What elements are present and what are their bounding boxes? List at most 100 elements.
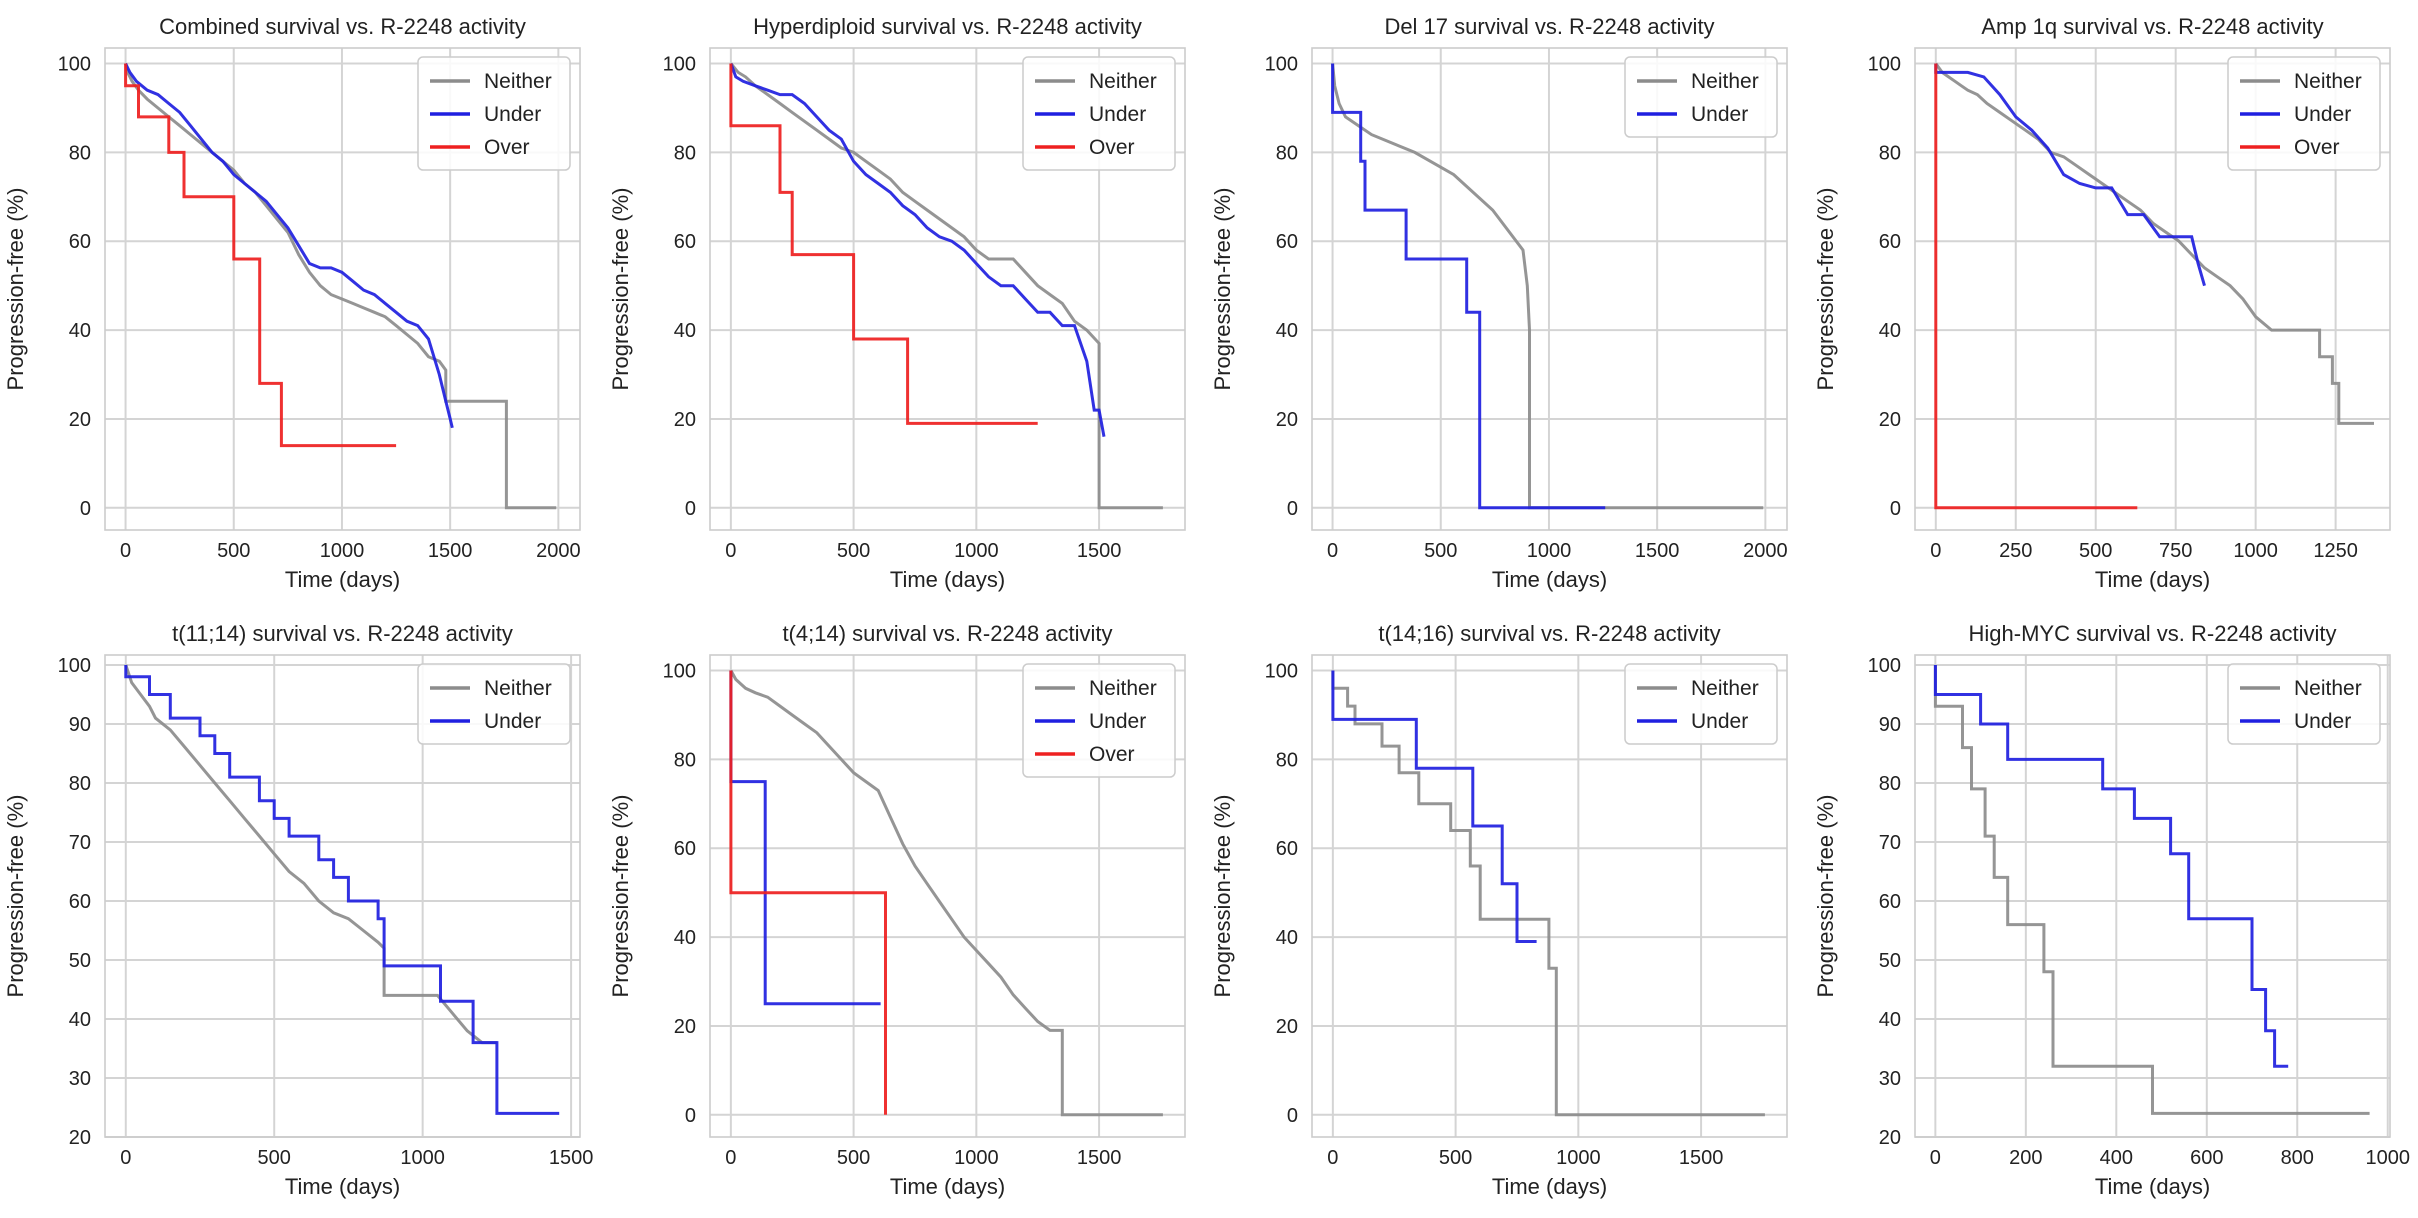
y-tick-label: 90: [1879, 714, 1901, 736]
x-tick-label: 1500: [1679, 1147, 1724, 1169]
y-tick-label: 30: [1879, 1068, 1901, 1090]
y-tick-label: 20: [1276, 1016, 1298, 1038]
x-tick-label: 0: [1930, 540, 1941, 562]
y-tick-label: 40: [69, 1009, 91, 1031]
y-tick-label: 0: [80, 498, 91, 520]
x-tick-label: 1000: [954, 1147, 999, 1169]
y-tick-label: 100: [1868, 655, 1901, 677]
y-tick-label: 40: [1276, 320, 1298, 342]
y-tick-label: 30: [69, 1068, 91, 1090]
x-tick-label: 800: [2281, 1147, 2314, 1169]
series-line-under: [1331, 63, 1606, 510]
series-line-neither: [1933, 665, 2370, 1115]
legend-box: [2227, 56, 2381, 171]
legend-label: Under: [484, 710, 541, 733]
y-tick-label: 80: [69, 773, 91, 795]
chart-1: 0 500 1000 1500 0 20 40 60 80 100 Hyperdiploid sur…: [608, 14, 1186, 592]
x-axis-label: Time (days): [890, 1174, 1005, 1199]
y-tick-label: 0: [1287, 1105, 1298, 1127]
x-tick-label: 1500: [549, 1147, 594, 1169]
y-tick-label: 20: [674, 409, 696, 431]
legend-label: Under: [484, 103, 541, 126]
y-tick-label: 100: [58, 655, 91, 677]
x-tick-label: 1250: [2313, 540, 2358, 562]
plot-frame: [1914, 654, 2391, 1138]
y-tick-label: 70: [1879, 832, 1901, 854]
series-line-under: [1331, 670, 1537, 943]
legend-label: Neither: [2294, 70, 2362, 93]
y-tick-label: 70: [69, 832, 91, 854]
series-line-under: [1933, 665, 2289, 1068]
y-axis-label: Progression-free (%): [608, 188, 633, 391]
plot-frame: [709, 47, 1186, 531]
y-axis-label: Progression-free (%): [3, 795, 28, 998]
legend-label: Neither: [1089, 677, 1157, 700]
legend-label: Neither: [1089, 70, 1157, 93]
x-tick-label: 2000: [1743, 540, 1788, 562]
y-tick-label: 60: [1276, 231, 1298, 253]
x-axis-label: Time (days): [2095, 1174, 2210, 1199]
y-tick-label: 20: [1879, 1127, 1901, 1149]
x-tick-label: 400: [2100, 1147, 2133, 1169]
y-axis-label: Progression-free (%): [608, 795, 633, 998]
y-tick-label: 0: [1890, 498, 1901, 520]
y-tick-label: 100: [663, 54, 696, 76]
x-tick-label: 1000: [2233, 540, 2278, 562]
chart-title: t(14;16) survival vs. R-2248 activity: [1378, 621, 1720, 646]
x-tick-label: 500: [258, 1147, 291, 1169]
chart-7: 0 200 400 600 800 1000 20 30 40 50 60 70 80 90 100 High…: [1813, 621, 2410, 1199]
y-axis-label: Progression-free (%): [3, 188, 28, 391]
legend: Neither Under Over: [2227, 56, 2381, 171]
y-tick-label: 80: [1276, 749, 1298, 771]
chart-6: 0 500 1000 1500 0 20 40 60 80 100 t(14;16) surviva…: [1210, 621, 1788, 1199]
y-tick-label: 20: [1879, 409, 1901, 431]
y-tick-label: 40: [1879, 1009, 1901, 1031]
x-tick-label: 1500: [1635, 540, 1680, 562]
chart-title: Combined survival vs. R-2248 activity: [159, 14, 526, 39]
x-tick-label: 0: [725, 1147, 736, 1169]
x-axis-label: Time (days): [1492, 1174, 1607, 1199]
plot-frame: [104, 654, 581, 1138]
x-tick-label: 500: [1439, 1147, 1472, 1169]
y-tick-label: 100: [1265, 54, 1298, 76]
y-tick-label: 80: [69, 142, 91, 164]
legend-label: Under: [1691, 710, 1748, 733]
x-tick-label: 500: [837, 1147, 870, 1169]
series-line-neither: [124, 664, 497, 1045]
y-tick-label: 50: [1879, 950, 1901, 972]
y-tick-label: 80: [674, 749, 696, 771]
legend: Neither Under: [2227, 663, 2381, 745]
y-tick-label: 100: [1868, 54, 1901, 76]
plot-frame: [1311, 47, 1788, 531]
series-line-over: [729, 63, 1038, 425]
y-tick-label: 40: [674, 320, 696, 342]
y-axis-label: Progression-free (%): [1813, 188, 1838, 391]
y-tick-label: 60: [674, 838, 696, 860]
x-tick-label: 500: [1424, 540, 1457, 562]
series-line-under: [729, 670, 881, 1006]
x-axis-label: Time (days): [2095, 567, 2210, 592]
legend-label: Over: [484, 136, 530, 159]
y-tick-label: 40: [674, 927, 696, 949]
y-tick-label: 80: [674, 142, 696, 164]
legend-label: Under: [1089, 710, 1146, 733]
legend-label: Under: [1089, 103, 1146, 126]
plot-frame: [1311, 654, 1788, 1138]
legend-box: [1624, 663, 1778, 745]
y-tick-label: 80: [1879, 773, 1901, 795]
y-tick-label: 60: [1879, 231, 1901, 253]
y-tick-label: 60: [69, 231, 91, 253]
x-tick-label: 2000: [536, 540, 581, 562]
series-line-neither: [1934, 62, 2374, 425]
legend: Neither Under Over: [1022, 663, 1176, 778]
x-tick-label: 1500: [1077, 1147, 1122, 1169]
y-tick-label: 60: [674, 231, 696, 253]
x-tick-label: 250: [1999, 540, 2032, 562]
chart-0: 0 500 1000 1500 2000 0 20 40 60 80 100 Combined sur…: [3, 14, 581, 592]
x-tick-label: 600: [2190, 1147, 2223, 1169]
legend-label: Over: [2294, 136, 2340, 159]
x-tick-label: 500: [217, 540, 250, 562]
legend-box: [1624, 56, 1778, 138]
y-tick-label: 0: [685, 498, 696, 520]
